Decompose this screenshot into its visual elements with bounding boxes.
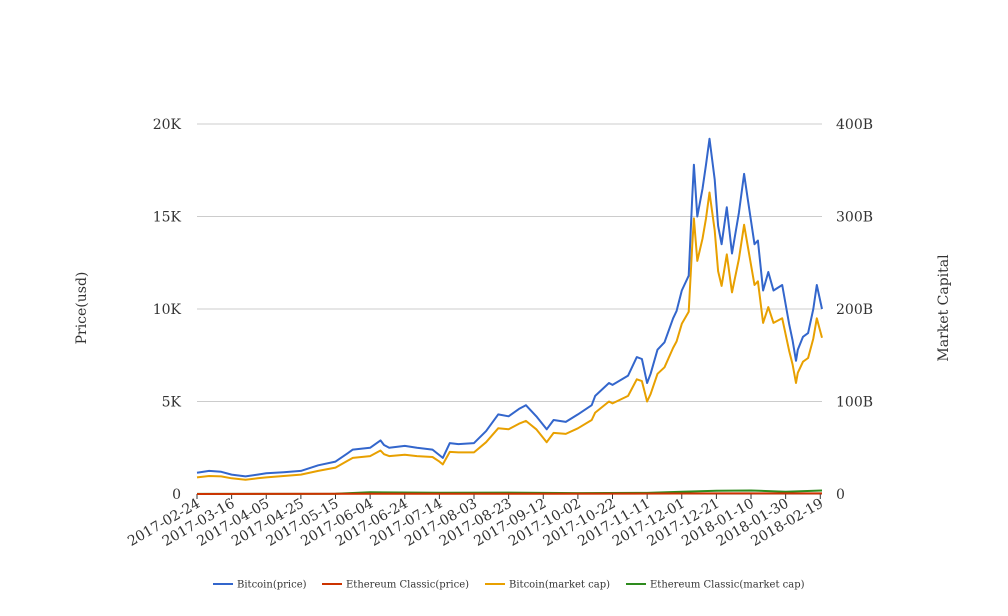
left-tick-label: 5K: [162, 395, 182, 411]
legend-label: Bitcoin(price): [237, 580, 307, 591]
legend-label: Bitcoin(market cap): [509, 580, 610, 591]
series-line-ethereum-classic-price: [196, 492, 822, 495]
x-axis: 2017-02-242017-03-162017-04-052017-04-25…: [125, 494, 826, 550]
legend-label: Ethereum Classic(price): [346, 580, 469, 591]
series-line-bitcoin-market-cap: [196, 191, 823, 481]
right-axis-title: Market Capital: [936, 254, 952, 362]
left-tick-label: 0: [172, 487, 181, 503]
right-tick-label: 400B: [836, 117, 873, 133]
left-axis-title: Price(usd): [74, 272, 90, 345]
right-tick-label: 300B: [836, 210, 873, 226]
right-y-axis: 0 100B 200B 300B 400B: [836, 117, 873, 503]
series-layer: [196, 137, 823, 495]
series-line-bitcoin-price: [196, 137, 823, 478]
right-tick-label: 100B: [836, 395, 873, 411]
legend-label: Ethereum Classic(market cap): [650, 580, 805, 591]
gridlines: [197, 123, 822, 495]
legend: Bitcoin(price) Ethereum Classic(price) Bit…: [213, 580, 805, 591]
left-tick-label: 20K: [153, 117, 182, 133]
right-tick-label: 0: [836, 487, 845, 503]
right-tick-label: 200B: [836, 302, 873, 318]
left-tick-label: 10K: [153, 302, 182, 318]
left-y-axis: 0 5K 10K 15K 20K: [153, 117, 182, 503]
left-tick-label: 15K: [153, 210, 182, 226]
